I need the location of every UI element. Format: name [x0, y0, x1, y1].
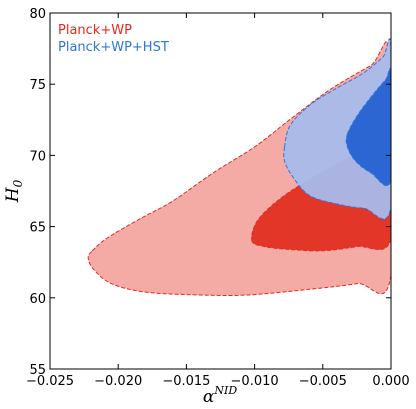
contour-planck-wp-hst-95	[283, 38, 391, 220]
x-axis-label: αNID	[203, 384, 237, 407]
axis-ticks: −0.025 −0.020 −0.015 −0.010 −0.005 0.000 55 60 6…	[26, 7, 410, 389]
y-tick-label: 55	[29, 363, 46, 378]
legend-entry-planck-wp-hst: Planck+WP+HST	[58, 40, 169, 55]
plot-frame	[49, 12, 392, 370]
contour-layer	[87, 38, 391, 297]
y-tick-label: 60	[29, 292, 46, 307]
legend: Planck+WP Planck+WP+HST	[58, 23, 169, 55]
x-tick-label: 0.000	[372, 374, 409, 389]
legend-entry-planck-wp: Planck+WP	[58, 23, 132, 38]
y-tick-label: 70	[29, 149, 46, 164]
x-tick-label: −0.020	[94, 374, 142, 389]
contour-planck-wp-hst-68	[345, 68, 391, 187]
y-tick-label: 65	[29, 221, 46, 236]
x-tick-label: −0.025	[26, 374, 74, 389]
y-tick-label: 80	[29, 7, 46, 22]
x-tick-label: −0.005	[299, 374, 347, 389]
y-axis-label: H0	[3, 179, 25, 203]
x-tick-label: −0.010	[231, 374, 279, 389]
x-tick-label: −0.015	[162, 374, 210, 389]
y-tick-label: 75	[29, 78, 46, 93]
